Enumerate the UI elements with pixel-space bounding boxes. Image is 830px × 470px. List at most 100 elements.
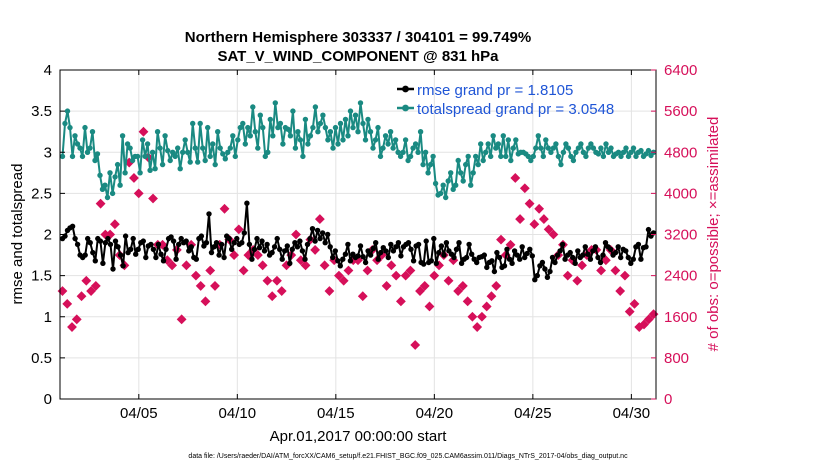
rmse-point (615, 244, 621, 250)
rmse-point (170, 238, 177, 244)
totalspread-point (453, 182, 459, 188)
assimilated-point (357, 291, 368, 302)
assimilated-point (205, 265, 216, 276)
totalspread-point (360, 120, 366, 127)
totalspread-point (420, 161, 426, 168)
totalspread-point (372, 137, 379, 143)
totalspread-point (112, 174, 118, 180)
totalspread-point (154, 129, 161, 135)
assimilated-point (629, 298, 640, 309)
totalspread-point (212, 161, 218, 168)
totalspread-point (74, 141, 81, 147)
totalspread-point (207, 153, 213, 160)
totalspread-point (230, 133, 236, 139)
assimilated-point (67, 322, 77, 332)
totalspread-point (317, 120, 324, 127)
totalspread-point (427, 161, 434, 168)
totalspread-point (438, 190, 444, 197)
rmse-point (572, 260, 578, 266)
totalspread-point (157, 145, 163, 151)
assimilated-point (219, 203, 230, 214)
assimilated-point (291, 229, 301, 240)
assimilated-point (415, 286, 425, 296)
totalspread-point (277, 120, 284, 127)
totalspread-point (227, 145, 233, 151)
y-tick-label-right: 2400 (664, 268, 697, 285)
totalspread-point (448, 170, 454, 176)
totalspread-point (638, 147, 644, 154)
rmse-point (567, 249, 573, 256)
totalspread-point (560, 149, 567, 155)
totalspread-point (397, 153, 404, 160)
y-tick-label-left: 1.5 (31, 268, 52, 285)
totalspread-point (235, 137, 241, 143)
totalspread-point (355, 129, 361, 135)
y-tick-label-left: 0 (44, 391, 52, 408)
rmse-point (102, 240, 109, 246)
y-tick-label-left: 3 (44, 144, 52, 161)
rmse-point (155, 241, 162, 248)
assimilated-point (596, 265, 607, 276)
assimilated-point (481, 301, 492, 312)
totalspread-point (265, 149, 271, 155)
assimilated-point (639, 319, 649, 330)
rmse-point (362, 259, 369, 266)
assimilated-point (229, 250, 239, 260)
totalspread-point (59, 153, 66, 160)
totalspread-point (197, 120, 203, 127)
rmse-point (163, 246, 169, 252)
assimilated-point (505, 239, 516, 250)
rmse-point (527, 246, 533, 252)
rmse-point (140, 238, 146, 244)
assimilated-point (510, 173, 521, 183)
assimilated-point (424, 301, 435, 312)
totalspread-point (362, 137, 369, 143)
totalspread-point (162, 133, 168, 139)
assimilated-point (577, 260, 587, 271)
totalspread-point (215, 129, 221, 135)
totalspread-point (570, 157, 577, 164)
rmse-point (282, 248, 288, 254)
totalspread-point (172, 153, 178, 160)
totalspread-point (465, 153, 471, 160)
rmse-point (206, 211, 212, 217)
totalspread-point (352, 112, 359, 118)
totalspread-point (505, 137, 511, 143)
rmse-point (388, 241, 394, 248)
rmse-point (193, 256, 199, 262)
totalspread-point (470, 170, 476, 176)
rmse-point (398, 253, 404, 259)
assimilated-point (210, 280, 220, 291)
grid-lines (60, 69, 656, 400)
x-tick-label: 04/25 (514, 405, 552, 422)
y-tick-label-left: 0.5 (31, 350, 52, 367)
y-tick-label-right: 5600 (664, 103, 697, 120)
totalspread-point (84, 149, 91, 155)
y-ticks-left: 0 0.5 1 1.5 2 2.5 3 3.5 4 (31, 62, 65, 408)
totalspread-point (463, 161, 469, 168)
assimilated-point (314, 214, 325, 224)
totalspread-point (422, 149, 429, 155)
rmse-point (517, 256, 523, 262)
totalspread-point (357, 100, 364, 106)
rmse-point (347, 258, 354, 264)
totalspread-point (69, 153, 76, 160)
rmse-point (153, 254, 159, 261)
rmse-point (183, 238, 189, 244)
totalspread-point (590, 145, 597, 151)
totalspread-point (152, 166, 158, 172)
assimilated-point (95, 198, 106, 209)
rmse-point (625, 254, 631, 261)
legend-totalspread-marker (402, 104, 409, 112)
assimilated-point (519, 183, 530, 194)
rmse-point (168, 234, 174, 240)
totalspread-point (270, 133, 276, 139)
totalspread-point (147, 167, 153, 173)
totalspread-point (237, 124, 243, 131)
rmse-point (373, 240, 379, 246)
rmse-point (90, 249, 96, 256)
rmse-point (309, 226, 316, 232)
totalspread-point (275, 124, 281, 131)
totalspread-point (350, 124, 356, 131)
x-tick-label: 04/10 (219, 405, 257, 422)
